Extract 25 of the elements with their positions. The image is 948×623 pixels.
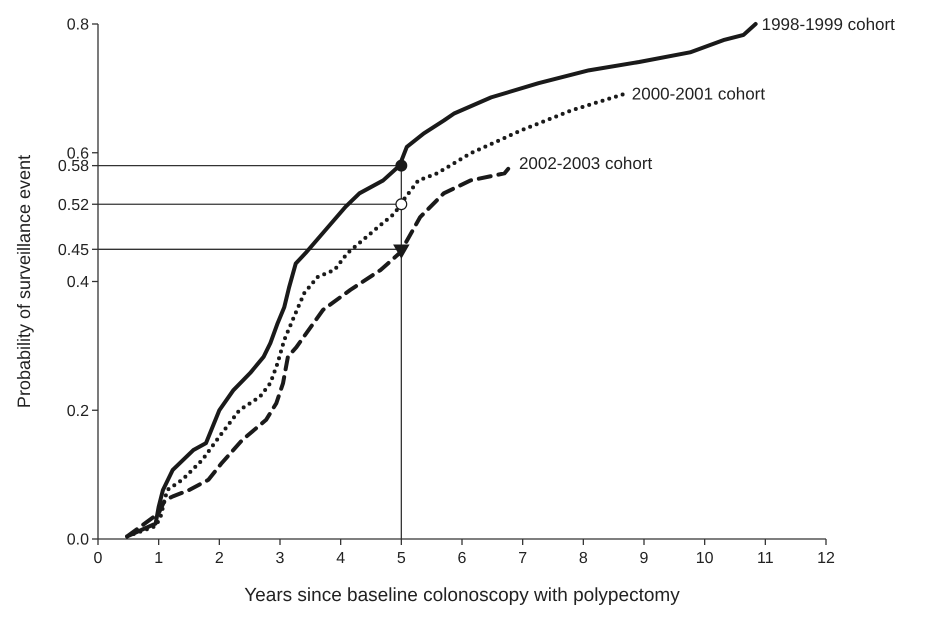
x-tick-label: 5 (396, 550, 406, 567)
x-axis-title: Years since baseline colonoscopy with polypectomy (244, 585, 680, 606)
x-tick-label: 4 (336, 550, 346, 567)
x-tick-label: 11 (757, 550, 774, 567)
y-tick-label: 0.2 (66, 402, 90, 420)
y-tick-label: 0.45 (58, 242, 90, 259)
x-tick-label: 1 (154, 550, 164, 567)
y-tick-label: 0.58 (58, 158, 90, 176)
series-label: 1998-1999 cohort (762, 14, 896, 34)
x-tick-label: 0 (94, 550, 103, 567)
y-tick-label: 0.8 (66, 16, 90, 34)
series-label: 2000-2001 cohort (632, 84, 766, 104)
x-tick-label: 7 (518, 550, 528, 567)
x-tick-label: 2 (214, 550, 224, 567)
x-tick-label: 12 (817, 550, 835, 567)
series-label: 2002-2003 cohort (518, 154, 653, 173)
x-tick-label: 3 (276, 550, 285, 567)
x-tick-label: 8 (578, 550, 588, 567)
y-tick-label: 0.0 (66, 532, 90, 549)
x-tick-label: 10 (696, 550, 714, 567)
y-tick-label: 0.4 (66, 274, 90, 292)
y-tick-label: 0.52 (58, 196, 90, 214)
x-tick-label: 6 (458, 550, 467, 567)
x-tick-label: 9 (640, 550, 649, 567)
y-axis-title: Probability of surveillance event (14, 154, 34, 408)
